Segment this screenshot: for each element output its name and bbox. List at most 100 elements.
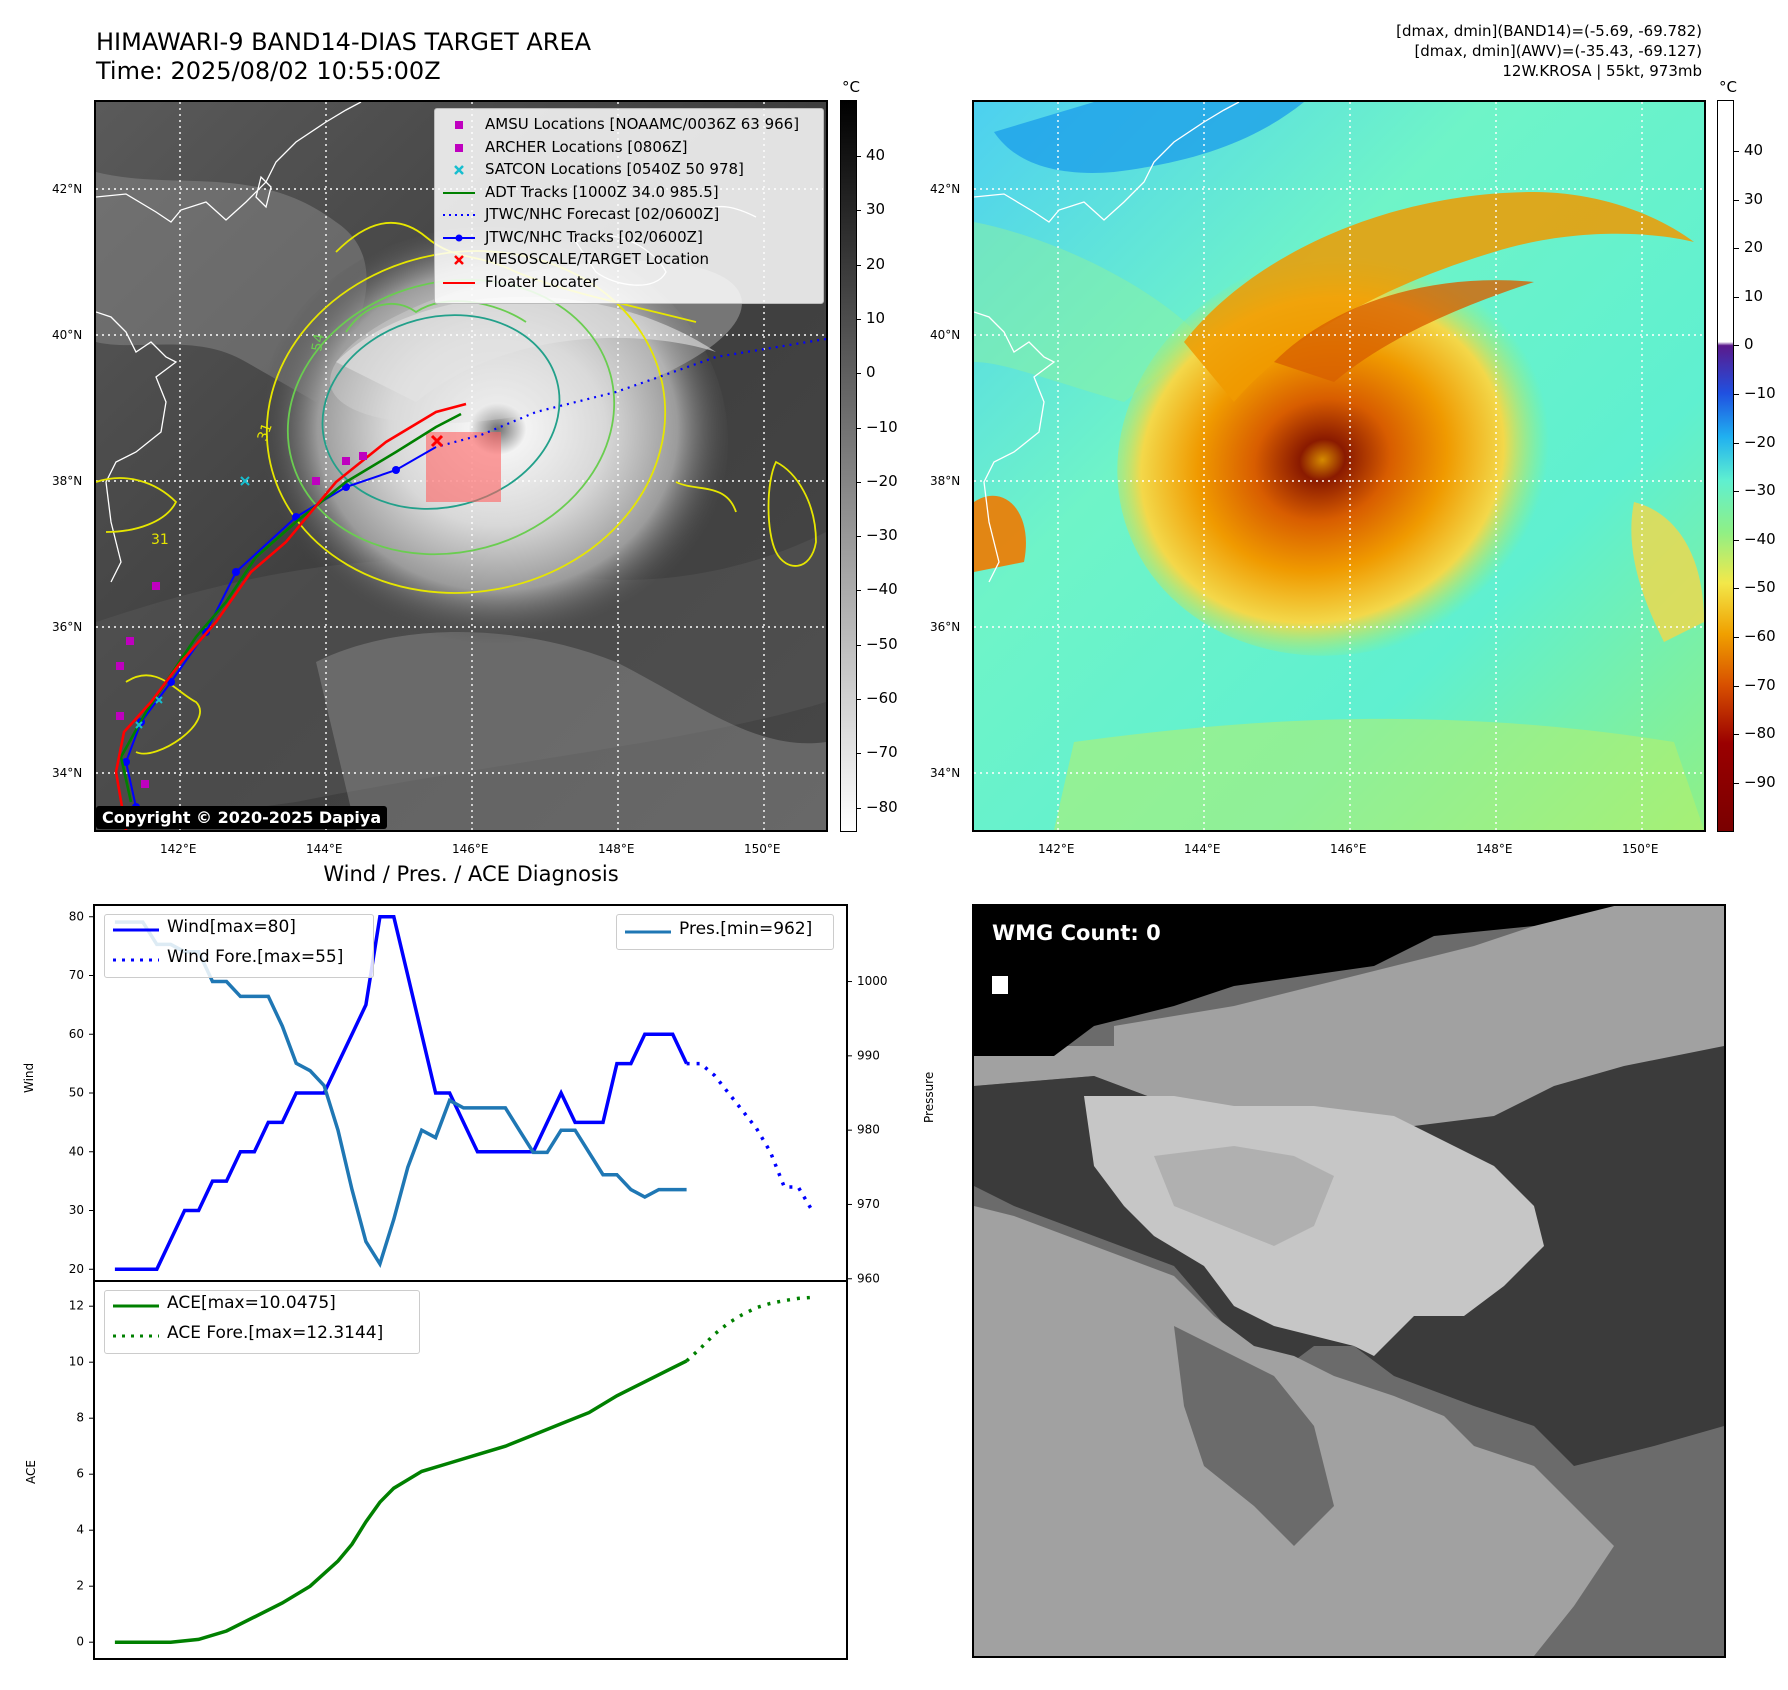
legend-swatch	[455, 121, 463, 129]
gray-colorbar-tick: 0	[866, 363, 876, 382]
ace-tick-label: 0	[76, 1635, 84, 1649]
wind-tick-label: 20	[69, 1262, 84, 1276]
colorbar-tick-mark	[856, 210, 861, 212]
awv-map-coastlines	[974, 102, 1240, 583]
figure-title: HIMAWARI-9 BAND14-DIAS TARGET AREA	[96, 28, 592, 56]
map-longitude-label: 150°E	[1622, 842, 1659, 856]
wmg-image	[974, 906, 1724, 1656]
map-latitude-label: 34°N	[930, 766, 961, 780]
wind-tick-label: 70	[69, 968, 84, 982]
map-longitude-label: 150°E	[744, 842, 781, 856]
colorbar-tick-mark	[856, 590, 861, 592]
colorbar-tick-mark	[1734, 394, 1739, 395]
floater-track-line	[114, 402, 467, 830]
contour-label: 31	[255, 421, 276, 443]
gray-colorbar-tick: −50	[866, 634, 898, 653]
gray-colorbar-tick: −60	[866, 689, 898, 707]
colorbar-tick-mark	[1734, 637, 1739, 638]
colorbar-tick-mark	[856, 373, 861, 375]
legend-entry: ADT Tracks [1000Z 34.0 985.5]	[441, 183, 821, 203]
map-latitude-label: 42°N	[52, 182, 83, 196]
colorbar-tick-mark	[856, 427, 861, 429]
wind-legend: Wind[max=80] Wind Fore.[max=55]	[104, 914, 374, 978]
awv-map-image	[974, 102, 1704, 830]
map-longitude-label: 146°E	[452, 842, 489, 856]
jtwc-track-line	[124, 446, 437, 808]
ace-legend: ACE[max=10.0475] ACE Fore.[max=12.3144]	[104, 1290, 420, 1354]
colorbar-tick-mark	[856, 264, 861, 266]
colorbar-tick-mark	[1734, 539, 1739, 541]
colorbar-tick-mark	[856, 156, 861, 157]
gray-colorbar-tick: −40	[866, 580, 898, 599]
colorbar-tick-mark	[1734, 491, 1739, 493]
awv-map-gridlines	[974, 102, 1704, 830]
wind-tick-label: 30	[69, 1203, 84, 1217]
map-longitude-label: 142°E	[160, 842, 197, 856]
diagnosis-charts: 20 30 40 50 60 70 80 960 970 980 990 1000 0 2 4 6 8 10 12	[69, 904, 888, 1660]
wind-forecast-series-line	[686, 1061, 814, 1212]
gray-colorbar-tick: 30	[866, 200, 886, 219]
info-awv-range: [dmax, dmin](AWV)=(-35.43, -69.127)	[1414, 42, 1702, 60]
colorbar-tick-mark	[1734, 248, 1739, 250]
gray-colorbar-unit: °C	[842, 78, 860, 96]
ace-tick-label: 6	[76, 1467, 84, 1481]
colorbar-tick-mark	[856, 318, 861, 320]
legend-entry: AMSU Locations [NOAAMC/0036Z 63 966]	[441, 115, 821, 135]
map-latitude-label: 40°N	[930, 328, 961, 342]
grayscale-colorbar	[840, 100, 857, 832]
ir-map-legend: AMSU Locations [NOAAMC/0036Z 63 966] ARCH…	[434, 108, 824, 304]
ace-forecast-legend-label: ACE Fore.[max=12.3144]	[167, 1323, 384, 1343]
colorbar-tick-mark	[1734, 588, 1739, 590]
legend-entry-label: SATCON Locations [0540Z 50 978]	[485, 160, 744, 178]
amsu-archer-markers	[116, 452, 367, 788]
legend-entry: ARCHER Locations [0806Z]	[441, 138, 821, 158]
gray-colorbar-tick: −30	[866, 526, 898, 545]
colorbar-tick-mark	[1734, 782, 1739, 784]
color-colorbar-tick: −40	[1744, 529, 1776, 548]
legend-entry-label: Floater Locater	[485, 272, 599, 291]
mesoscale-target-marker	[430, 434, 444, 448]
color-colorbar-tick: −60	[1744, 627, 1776, 645]
wind-legend-label: Wind[max=80]	[167, 917, 296, 937]
colorbar-tick-mark	[1734, 345, 1739, 347]
color-colorbar-tick: 40	[1744, 141, 1764, 159]
legend-entry-label: MESOSCALE/TARGET Location	[485, 250, 710, 268]
map-latitude-label: 36°N	[930, 620, 961, 634]
colorbar-tick-mark	[1734, 685, 1739, 687]
gray-colorbar-tick: 40	[866, 146, 886, 164]
legend-entry: Floater Locater	[441, 273, 821, 293]
wind-tick-label: 50	[69, 1086, 84, 1100]
wind-series-line	[114, 915, 689, 1272]
colorbar-tick-mark	[1734, 151, 1739, 152]
map-longitude-label: 144°E	[306, 842, 343, 856]
awv-satellite-map	[972, 100, 1706, 832]
gray-colorbar-tick: −10	[866, 417, 898, 436]
gray-colorbar-tick: 20	[866, 254, 886, 273]
color-colorbar-tick: 10	[1744, 286, 1764, 305]
forecast-track-line	[435, 337, 826, 449]
map-latitude-label: 36°N	[52, 620, 83, 634]
color-colorbar-tick: −90	[1744, 772, 1776, 791]
color-colorbar-tick: 20	[1744, 238, 1764, 257]
colorbar-tick-mark	[856, 644, 861, 646]
wind-tick-label: 60	[69, 1027, 84, 1041]
pressure-legend-label: Pres.[min=962]	[679, 919, 813, 939]
pressure-legend: Pres.[min=962]	[616, 914, 834, 950]
legend-entry-label: AMSU Locations [NOAAMC/0036Z 63 966]	[485, 115, 800, 133]
gray-colorbar-tick: 10	[866, 308, 886, 327]
legend-entry: SATCON Locations [0540Z 50 978]	[441, 160, 821, 180]
color-colorbar-tick: −80	[1744, 724, 1776, 743]
ir-satellite-map: 54 31 31 AMSU Locations [NOAAMC/0036Z 63…	[94, 100, 828, 832]
ace-tick-label: 12	[69, 1299, 84, 1313]
figure-time: Time: 2025/08/02 10:55:00Z	[96, 57, 441, 85]
wmg-panel: WMG Count: 0	[972, 904, 1726, 1658]
wind-axis-title: Wind	[22, 1062, 36, 1093]
ace-axis-title: ACE	[24, 1460, 38, 1484]
legend-swatch	[454, 165, 464, 175]
color-colorbar-unit: °C	[1719, 78, 1737, 96]
color-colorbar-tick: −30	[1744, 481, 1776, 500]
legend-swatch	[443, 281, 475, 284]
ace-tick-label: 8	[76, 1411, 84, 1425]
wmg-count-label: WMG Count: 0	[984, 918, 1169, 948]
legend-entry-label: ARCHER Locations [0806Z]	[485, 137, 688, 156]
